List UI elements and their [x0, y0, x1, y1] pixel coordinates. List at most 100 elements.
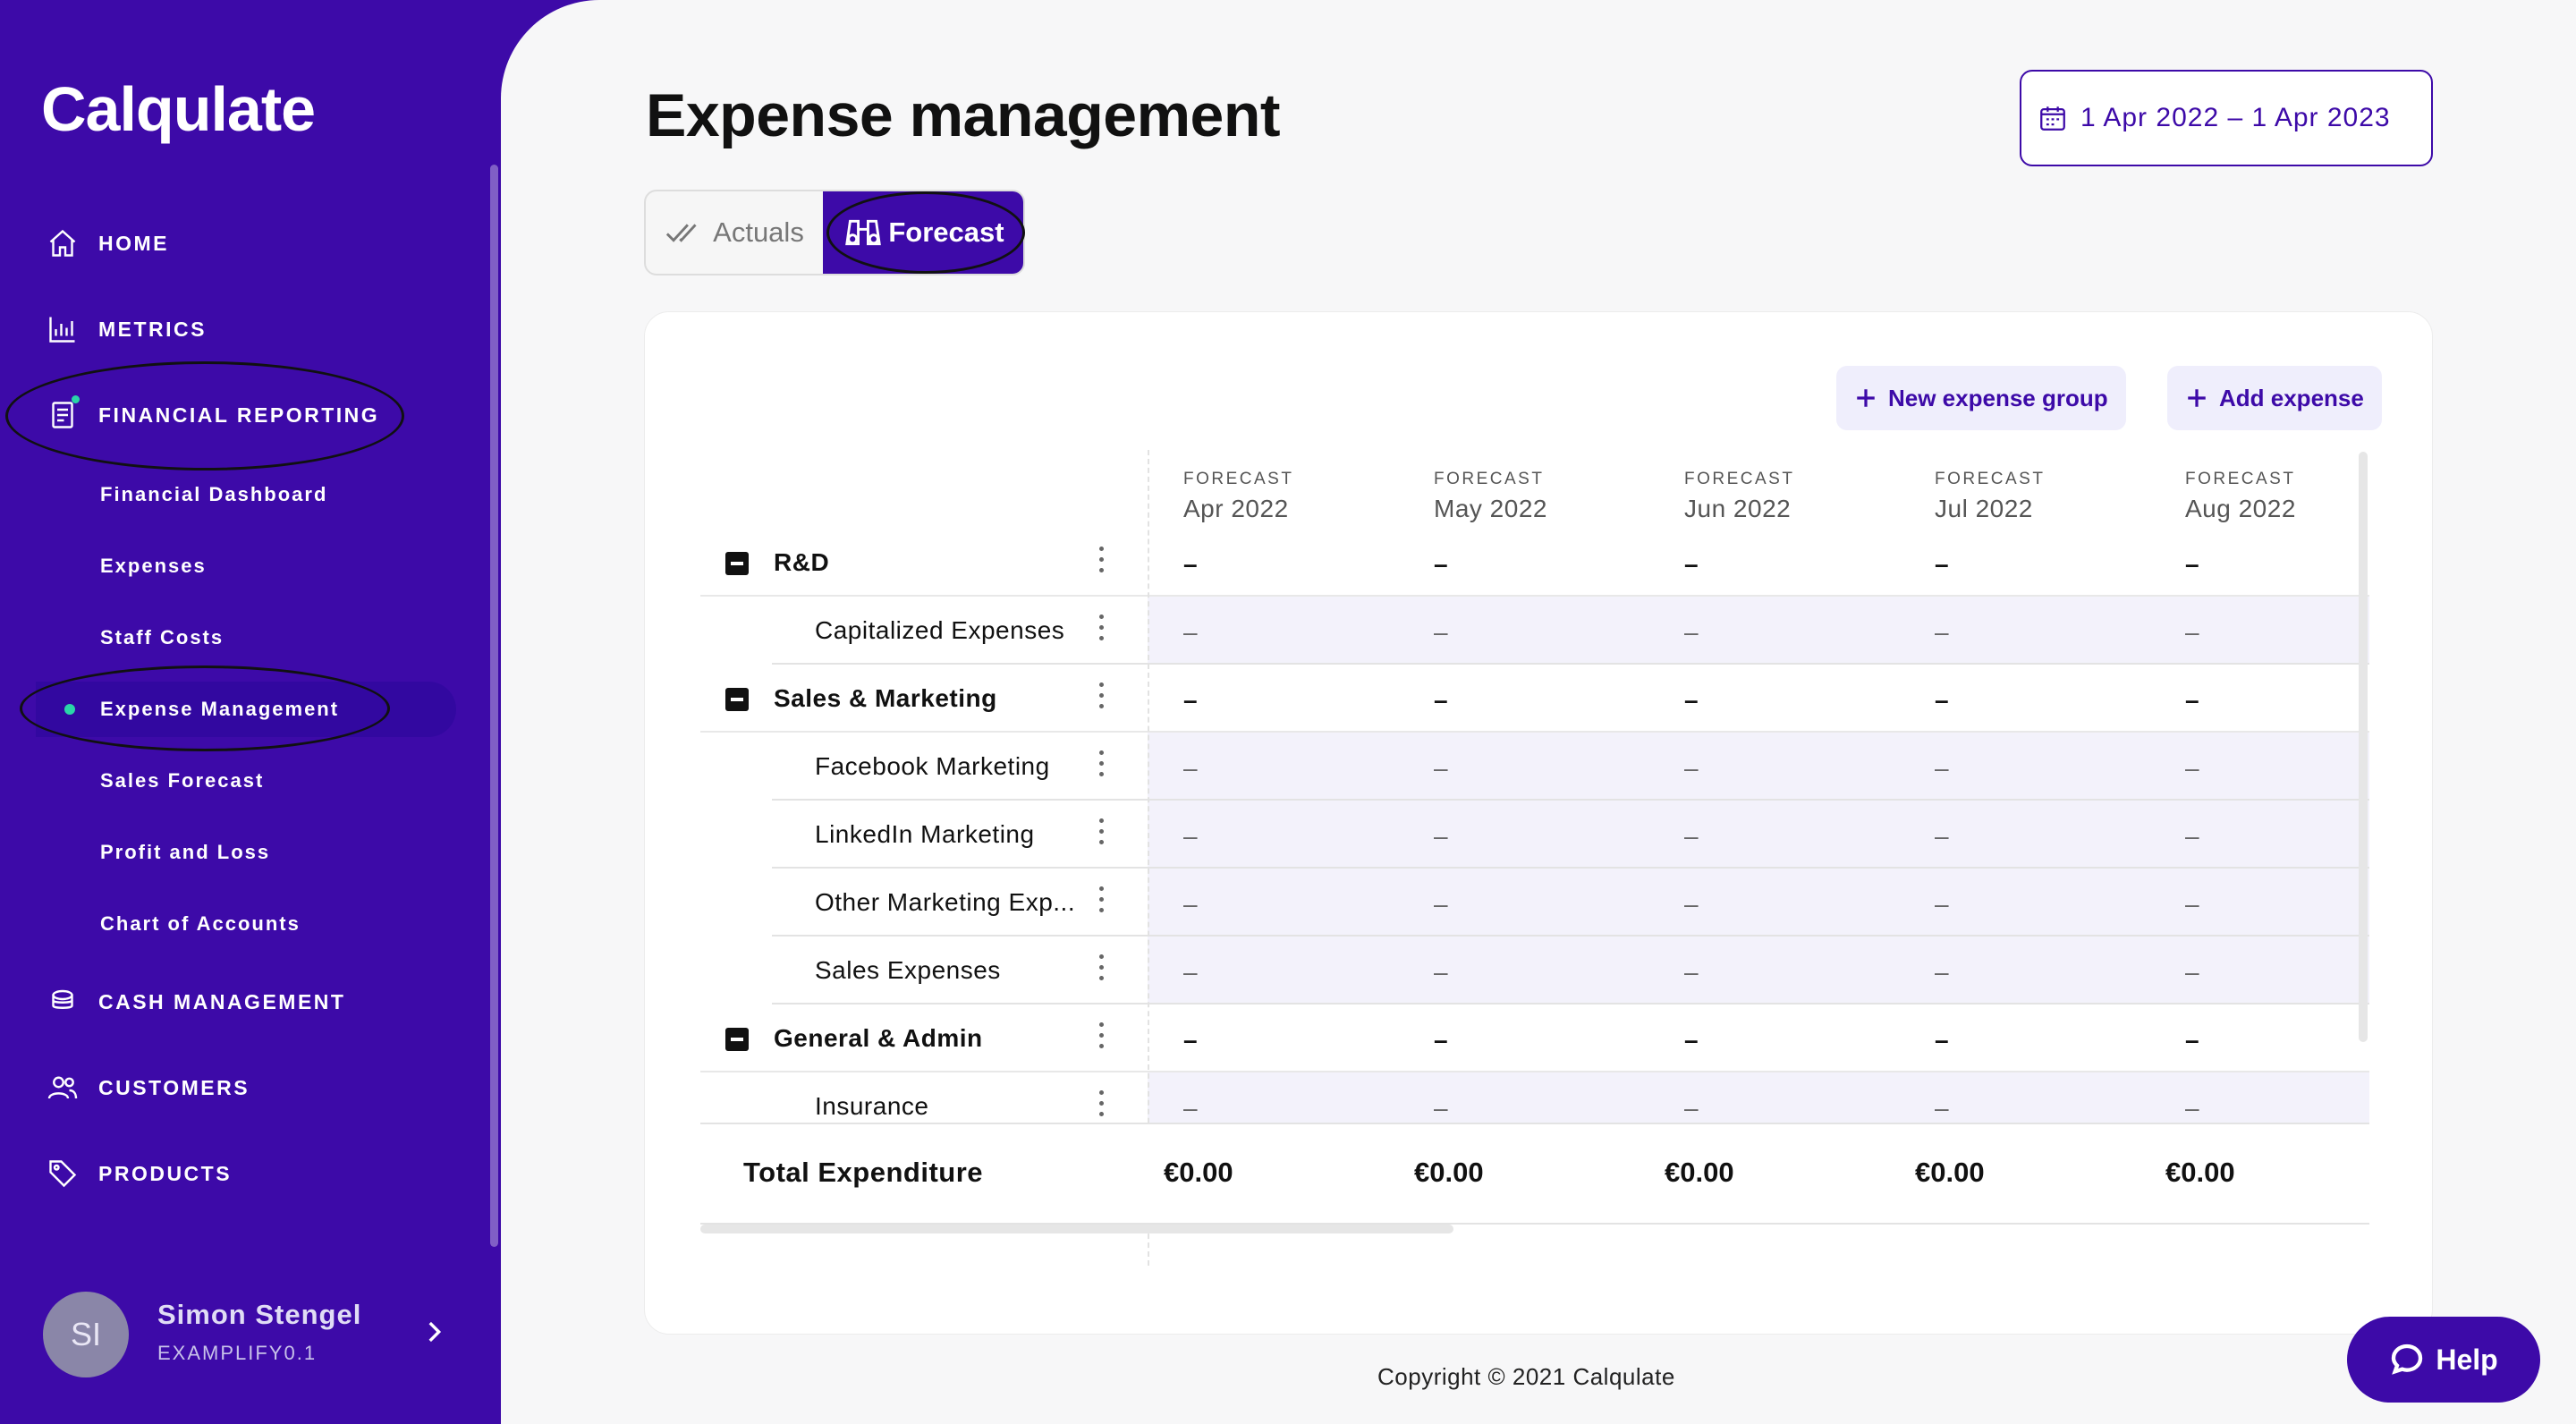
- table-cell[interactable]: –: [1935, 686, 1949, 714]
- table-cell[interactable]: –: [1434, 1026, 1448, 1054]
- kebab-menu-icon[interactable]: [1099, 547, 1105, 579]
- sub-sales-forecast[interactable]: Sales Forecast: [100, 769, 265, 792]
- table-cell[interactable]: –: [1434, 618, 1448, 646]
- table-cell[interactable]: –: [1183, 958, 1198, 986]
- row-name: Facebook Marketing: [815, 752, 1050, 780]
- kebab-menu-icon[interactable]: [1099, 682, 1105, 715]
- table-cell[interactable]: –: [1434, 550, 1448, 578]
- table-cell[interactable]: –: [1935, 1094, 1949, 1122]
- kebab-menu-icon[interactable]: [1099, 886, 1105, 919]
- row-name: Insurance: [815, 1092, 929, 1120]
- user-profile[interactable]: SI Simon Stengel EXAMPLIFY0.1: [43, 1292, 442, 1377]
- collapse-icon[interactable]: [725, 1028, 749, 1051]
- kebab-menu-icon[interactable]: [1099, 954, 1105, 987]
- table-cell[interactable]: –: [1935, 754, 1949, 782]
- tag-icon: [49, 1160, 77, 1188]
- table-cell[interactable]: –: [1935, 890, 1949, 918]
- table-cell[interactable]: –: [1935, 550, 1949, 578]
- sub-financial-dashboard[interactable]: Financial Dashboard: [100, 483, 328, 505]
- table-cell[interactable]: –: [1434, 890, 1448, 918]
- nav-home[interactable]: HOME: [47, 227, 169, 259]
- calqulate-logo[interactable]: Calqulate: [41, 74, 316, 144]
- column-label: FORECAST: [2185, 470, 2296, 488]
- tab-actuals[interactable]: Actuals: [646, 191, 823, 274]
- collapse-icon[interactable]: [725, 688, 749, 711]
- row-background: [1148, 733, 2369, 799]
- table-cell[interactable]: –: [1684, 1094, 1699, 1122]
- table-cell[interactable]: –: [1183, 822, 1198, 850]
- nav-products[interactable]: PRODUCTS: [47, 1157, 232, 1190]
- kebab-menu-icon[interactable]: [1099, 615, 1105, 647]
- new-expense-group-button[interactable]: New expense group: [1836, 366, 2126, 430]
- table-cell[interactable]: –: [1684, 822, 1699, 850]
- nav-customers[interactable]: CUSTOMERS: [47, 1072, 250, 1104]
- table-row[interactable]: Other Marketing Exp... – – – – –: [700, 869, 2369, 937]
- nav-cash-management[interactable]: CASH MANAGEMENT: [47, 986, 345, 1018]
- table-row[interactable]: Capitalized Expenses – – – – –: [700, 597, 2369, 665]
- date-range-button[interactable]: 1 Apr 2022 – 1 Apr 2023: [2020, 70, 2433, 166]
- kebab-menu-icon[interactable]: [1099, 1022, 1105, 1055]
- table-cell[interactable]: –: [1183, 686, 1198, 714]
- nav-metrics[interactable]: METRICS: [47, 313, 207, 345]
- table-cell[interactable]: –: [1183, 1026, 1198, 1054]
- collapse-icon[interactable]: [725, 552, 749, 575]
- table-group-row[interactable]: General & Admin – – – – –: [700, 1004, 2369, 1072]
- sidebar-scrollbar[interactable]: [490, 165, 498, 1247]
- double-check-icon: [666, 224, 697, 242]
- table-cell[interactable]: –: [2185, 618, 2199, 646]
- kebab-menu-icon[interactable]: [1099, 750, 1105, 783]
- table-cell[interactable]: –: [1935, 822, 1949, 850]
- table-cell[interactable]: –: [1684, 618, 1699, 646]
- table-cell[interactable]: –: [1684, 754, 1699, 782]
- table-cell[interactable]: –: [1434, 754, 1448, 782]
- table-cell[interactable]: –: [1434, 1094, 1448, 1122]
- table-cell[interactable]: –: [2185, 1026, 2199, 1054]
- column-header: FORECAST Apr 2022: [1183, 470, 1293, 523]
- add-expense-button[interactable]: Add expense: [2167, 366, 2382, 430]
- table-cell[interactable]: –: [1935, 958, 1949, 986]
- table-row[interactable]: Facebook Marketing – – – – –: [700, 733, 2369, 801]
- column-header: FORECAST Jun 2022: [1684, 470, 1794, 523]
- tab-actuals-label: Actuals: [713, 216, 804, 248]
- sub-staff-costs[interactable]: Staff Costs: [100, 626, 225, 648]
- table-cell[interactable]: –: [2185, 822, 2199, 850]
- table-row[interactable]: LinkedIn Marketing – – – – –: [700, 801, 2369, 869]
- table-cell[interactable]: –: [1434, 958, 1448, 986]
- table-cell[interactable]: –: [1183, 890, 1198, 918]
- table-cell[interactable]: –: [1183, 754, 1198, 782]
- table-cell[interactable]: –: [2185, 550, 2199, 578]
- table-cell[interactable]: –: [1684, 890, 1699, 918]
- table-cell[interactable]: –: [1684, 958, 1699, 986]
- table-cell[interactable]: –: [1434, 686, 1448, 714]
- table-cell[interactable]: –: [1434, 822, 1448, 850]
- table-group-row[interactable]: R&D – – – – –: [700, 529, 2369, 597]
- table-cell[interactable]: –: [2185, 890, 2199, 918]
- table-cell[interactable]: –: [1684, 550, 1699, 578]
- kebab-menu-icon[interactable]: [1099, 818, 1105, 851]
- column-label: FORECAST: [1434, 470, 1545, 488]
- sub-expenses[interactable]: Expenses: [100, 555, 207, 577]
- row-name: Sales & Marketing: [774, 684, 997, 712]
- table-cell[interactable]: –: [1935, 1026, 1949, 1054]
- table-row[interactable]: Sales Expenses – – – – –: [700, 937, 2369, 1004]
- horizontal-scrollbar[interactable]: [700, 1225, 1453, 1233]
- table-cell[interactable]: –: [1684, 1026, 1699, 1054]
- table-cell[interactable]: –: [1183, 618, 1198, 646]
- table-cell[interactable]: –: [1684, 686, 1699, 714]
- sub-profit-and-loss[interactable]: Profit and Loss: [100, 841, 271, 863]
- chevron-right-icon[interactable]: [419, 1317, 449, 1347]
- table-cell[interactable]: –: [1183, 1094, 1198, 1122]
- sub-chart-of-accounts[interactable]: Chart of Accounts: [100, 912, 301, 935]
- table-group-row[interactable]: Sales & Marketing – – – – –: [700, 665, 2369, 733]
- kebab-menu-icon[interactable]: [1099, 1090, 1105, 1123]
- home-icon: [49, 229, 76, 257]
- table-cell[interactable]: –: [2185, 1094, 2199, 1122]
- table-cell[interactable]: –: [1935, 618, 1949, 646]
- table-cell[interactable]: –: [1183, 550, 1198, 578]
- table-cell[interactable]: –: [2185, 958, 2199, 986]
- page-title: Expense management: [646, 81, 1281, 149]
- vertical-scrollbar[interactable]: [2359, 452, 2368, 1042]
- table-cell[interactable]: –: [2185, 754, 2199, 782]
- help-button[interactable]: Help: [2347, 1317, 2540, 1403]
- table-cell[interactable]: –: [2185, 686, 2199, 714]
